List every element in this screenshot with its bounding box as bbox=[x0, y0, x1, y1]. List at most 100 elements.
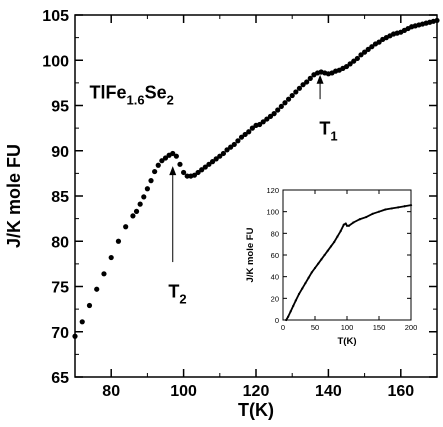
main-data-point bbox=[209, 159, 216, 165]
main-data-point bbox=[199, 167, 205, 173]
main-data-point bbox=[86, 302, 93, 309]
transition-arrows bbox=[169, 74, 324, 263]
main-data-point bbox=[271, 111, 277, 117]
inset-y-tick-label: 40 bbox=[271, 273, 279, 282]
inset-x-tick-label: 200 bbox=[405, 323, 418, 332]
main-data-point bbox=[434, 17, 440, 24]
main-data-points bbox=[72, 17, 440, 339]
inset-data-point bbox=[329, 245, 333, 248]
main-data-point bbox=[228, 144, 234, 150]
inset-data-point bbox=[294, 299, 297, 302]
main-data-point bbox=[289, 92, 295, 99]
main-data-point bbox=[202, 164, 208, 170]
inset-plot-background bbox=[283, 190, 411, 320]
main-x-tick-label: 120 bbox=[243, 383, 270, 400]
inset-x-tick-label: 50 bbox=[311, 323, 319, 332]
inset-data-point bbox=[352, 221, 355, 224]
main-y-tick-label: 95 bbox=[51, 99, 69, 116]
main-data-point bbox=[300, 82, 306, 88]
main-x-axis-label: T(K) bbox=[238, 400, 274, 420]
t2-arrow-head bbox=[169, 166, 177, 176]
main-data-point bbox=[152, 168, 158, 175]
inset-x-axis-label: T(K) bbox=[338, 336, 357, 347]
inset-data-point bbox=[384, 208, 387, 211]
main-data-point bbox=[141, 194, 147, 200]
inset-data-point bbox=[403, 205, 406, 208]
main-data-point bbox=[195, 169, 201, 176]
main-data-point bbox=[304, 79, 310, 85]
inset-data-point bbox=[307, 276, 310, 279]
main-data-point bbox=[296, 85, 303, 91]
main-data-point bbox=[347, 61, 353, 67]
main-data-point bbox=[293, 89, 299, 95]
inset-data-curve bbox=[285, 204, 413, 322]
main-data-point bbox=[133, 208, 140, 214]
main-x-tick-label: 80 bbox=[102, 383, 120, 400]
inset-data-point bbox=[333, 240, 336, 244]
main-y-axis-label: J/K mole FU bbox=[4, 144, 24, 248]
main-data-point bbox=[285, 96, 292, 102]
inset-data-point bbox=[323, 253, 326, 257]
main-data-point bbox=[213, 156, 219, 162]
inset-x-tick-label: 100 bbox=[341, 323, 354, 332]
main-data-point bbox=[155, 162, 161, 168]
inset-data-point bbox=[310, 271, 313, 274]
main-data-point bbox=[173, 153, 179, 159]
main-data-point bbox=[307, 75, 313, 81]
inset-data-point bbox=[371, 212, 374, 215]
main-data-point bbox=[137, 201, 143, 207]
main-data-point bbox=[177, 161, 183, 167]
main-data-point bbox=[242, 131, 248, 138]
main-data-point bbox=[235, 138, 241, 144]
inset-data-point bbox=[347, 224, 351, 227]
main-data-point bbox=[238, 134, 245, 140]
inset-y-axis-label: J/K mole FU bbox=[245, 227, 256, 282]
inset-data-point bbox=[345, 224, 349, 227]
main-data-point bbox=[358, 52, 364, 58]
main-data-point bbox=[108, 254, 114, 261]
main-data-point bbox=[115, 238, 122, 244]
main-y-tick-label: 65 bbox=[51, 370, 69, 387]
inset-y-tick-label: 100 bbox=[266, 208, 279, 217]
main-data-point bbox=[249, 125, 255, 131]
inset-data-point bbox=[297, 292, 301, 296]
inset-ticks: 0 50 100 150 200 0 20 40 60 80 100 120 bbox=[266, 186, 417, 332]
main-data-point bbox=[191, 172, 198, 178]
main-data-point bbox=[351, 58, 357, 64]
main-data-point bbox=[148, 178, 154, 184]
main-data-point bbox=[217, 153, 223, 159]
inset-y-tick-label: 80 bbox=[271, 229, 279, 238]
inset-y-tick-label: 20 bbox=[271, 294, 279, 303]
main-x-tick-label: 100 bbox=[170, 383, 197, 400]
main-data-point bbox=[246, 129, 252, 135]
main-x-tick-label: 140 bbox=[315, 383, 342, 400]
inset-data-point bbox=[320, 258, 323, 261]
main-data-point bbox=[220, 150, 227, 157]
main-data-point bbox=[264, 116, 270, 122]
inset-data-point bbox=[313, 266, 317, 270]
main-data-point bbox=[224, 147, 230, 153]
main-data-point bbox=[79, 319, 85, 325]
main-data-point bbox=[267, 113, 274, 119]
t2-label: T2 bbox=[168, 281, 186, 306]
main-data-point bbox=[376, 39, 382, 45]
main-y-tick-label: 100 bbox=[42, 53, 69, 70]
main-data-point bbox=[162, 155, 169, 161]
main-data-point bbox=[260, 119, 266, 125]
main-data-point bbox=[144, 186, 150, 192]
inset-data-point bbox=[409, 204, 413, 207]
main-data-point bbox=[231, 141, 237, 148]
inset-data-point bbox=[365, 215, 368, 219]
main-data-point bbox=[72, 333, 78, 339]
compound-label: TlFe1.6Se2 bbox=[89, 82, 173, 107]
main-y-tick-label: 85 bbox=[51, 189, 69, 206]
inset-data-point bbox=[326, 249, 329, 252]
inset-x-tick-label: 0 bbox=[281, 323, 285, 332]
main-data-point bbox=[257, 121, 263, 128]
main-data-point bbox=[354, 55, 360, 62]
main-x-tick-label: 160 bbox=[387, 383, 414, 400]
main-data-point bbox=[181, 169, 187, 176]
inset-plot: 0 50 100 150 200 0 20 40 60 80 100 120 T(K) J/K mol… bbox=[245, 186, 417, 347]
inset-data-point bbox=[358, 218, 361, 221]
main-y-tick-label: 90 bbox=[51, 144, 69, 161]
